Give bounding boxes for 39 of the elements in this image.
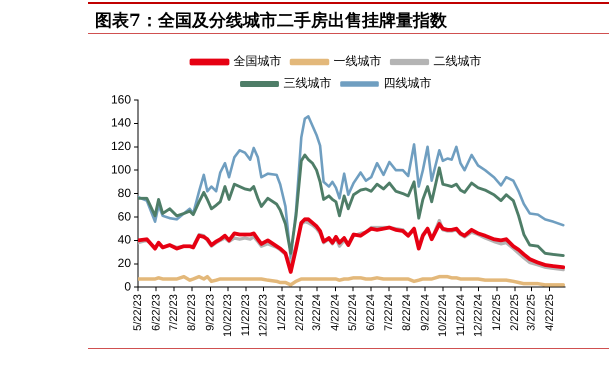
x-tick-label: 7/22/23 [168,294,180,331]
legend-label: 四线城市 [384,76,432,90]
y-tick-label: 0 [124,279,132,294]
legend-label: 一线城市 [334,54,382,68]
x-tick-label: 7/22/24 [382,294,395,331]
x-tick-label: 6/22/24 [365,294,378,331]
chart-title: 图表7：全国及分线城市二手房出售挂牌量指数 [95,10,447,32]
x-tick-label: 3/22/25 [526,294,538,331]
x-tick-label: 10/22/24 [436,294,449,338]
y-tick-label: 160 [110,92,132,106]
x-tick-label: 4/22/24 [329,294,342,331]
x-tick-label: 2/22/25 [509,294,522,331]
y-tick-label: 20 [118,256,132,270]
x-tick-label: 1/22/24 [276,294,288,331]
x-tick-label: 4/22/25 [544,294,556,331]
x-tick-label: 10/22/23 [222,294,234,338]
x-tick-label: 5/22/24 [347,294,360,331]
x-tick-label: 12/22/23 [258,294,270,338]
x-tick-label: 9/22/24 [419,294,432,331]
y-tick-label: 140 [110,116,132,130]
y-tick-label: 80 [118,186,132,200]
legend-label: 全国城市 [234,54,282,68]
x-tick-label: 11/22/24 [455,294,468,336]
x-tick-label: 8/22/23 [186,294,198,331]
x-tick-label: 2/22/24 [294,294,306,331]
y-tick-label: 40 [118,232,132,247]
x-tick-label: 9/22/23 [204,294,216,331]
x-tick-label: 8/22/24 [401,294,414,331]
x-tick-label: 1/22/25 [490,294,503,331]
x-tick-label: 5/22/23 [132,294,144,331]
y-tick-label: 60 [118,209,132,224]
x-tick-label: 11/22/23 [240,294,252,336]
legend-label: 二线城市 [434,54,482,68]
legend-label: 三线城市 [284,76,332,90]
x-tick-label: 3/22/24 [311,294,324,331]
y-tick-label: 120 [110,139,132,154]
x-tick-label: 12/22/24 [472,294,485,338]
x-tick-label: 6/22/23 [150,294,162,331]
y-tick-label: 100 [110,162,132,177]
